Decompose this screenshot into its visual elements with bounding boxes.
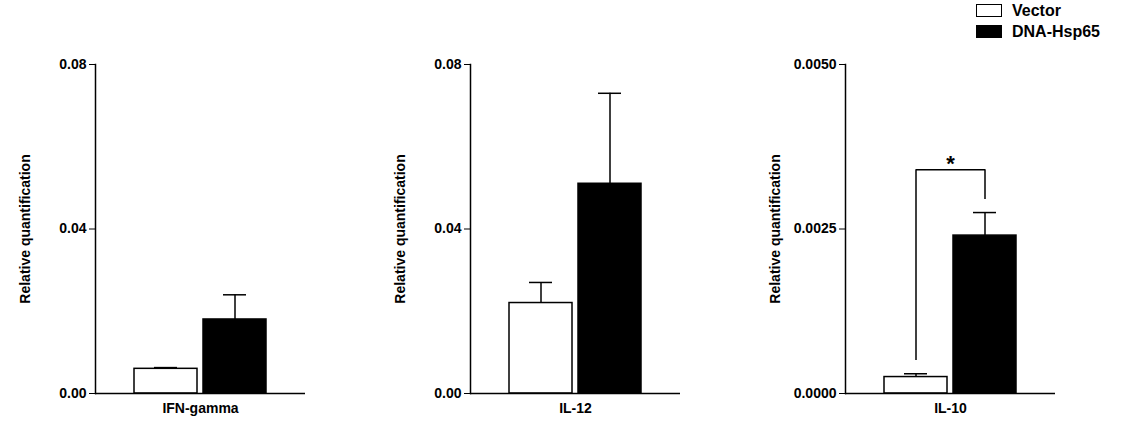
- svg-text:IL-12: IL-12: [559, 400, 592, 416]
- svg-text:0.00: 0.00: [434, 385, 461, 401]
- svg-text:Relative quantification: Relative quantification: [17, 154, 33, 303]
- svg-text:0.04: 0.04: [59, 220, 86, 236]
- svg-text:IFN-gamma: IFN-gamma: [162, 400, 238, 416]
- svg-text:Relative quantification: Relative quantification: [392, 154, 408, 303]
- svg-text:0.0025: 0.0025: [794, 220, 837, 236]
- svg-text:IL-10: IL-10: [934, 400, 967, 416]
- svg-text:0.04: 0.04: [434, 220, 461, 236]
- svg-text:0.08: 0.08: [434, 56, 461, 72]
- svg-text:0.0050: 0.0050: [794, 56, 837, 72]
- html-text:Vector: Vector: [1012, 1, 1061, 19]
- svg-text:0.0000: 0.0000: [794, 385, 837, 401]
- svg-text:0.08: 0.08: [59, 56, 86, 72]
- svg-text:*: *: [946, 151, 955, 176]
- html-text:DNA-Hsp65: DNA-Hsp65: [1012, 22, 1100, 40]
- svg-text:Relative quantification: Relative quantification: [767, 154, 783, 303]
- svg-text:0.00: 0.00: [59, 385, 86, 401]
